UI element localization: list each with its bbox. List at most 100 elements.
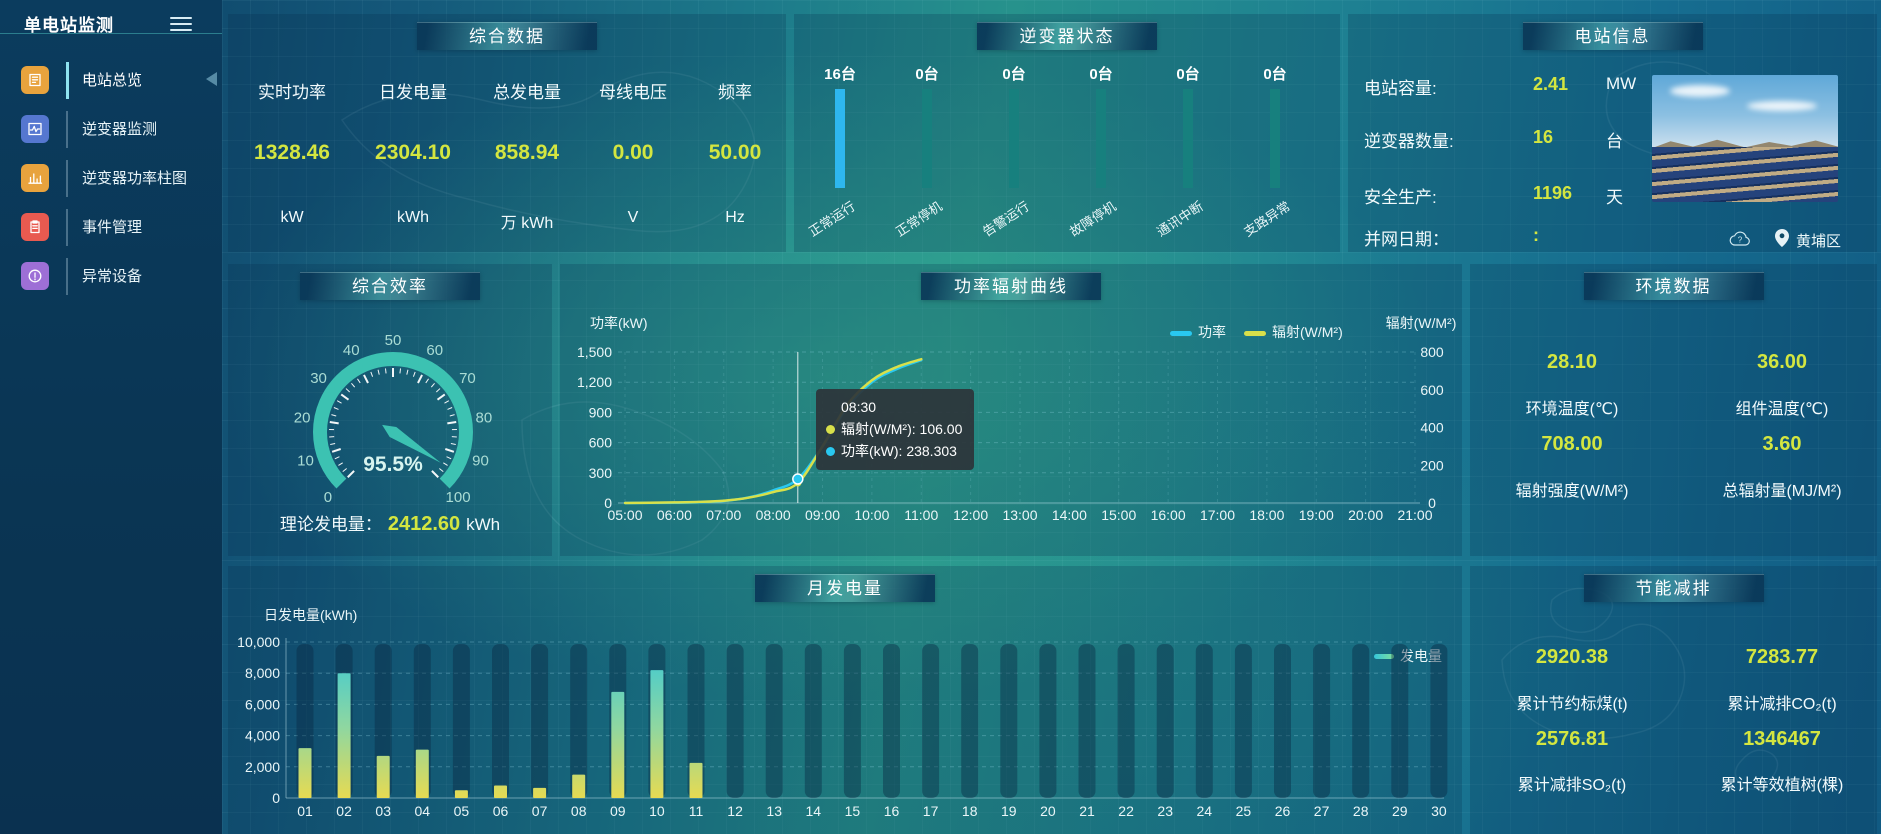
svg-text:23: 23 [1157,803,1173,819]
event-icon [21,213,49,241]
legend-item[interactable]: 辐射(W/M²) [1244,322,1343,342]
metric-label: 实时功率 [258,83,326,102]
svg-text:400: 400 [1420,420,1444,436]
svg-text:1,200: 1,200 [577,374,612,390]
summary-metric: 母线电压 0.00 V [573,14,693,252]
weather-cloud-icon[interactable]: ? [1729,231,1751,252]
sidebar-item-label: 电站总览 [82,72,143,89]
svg-text:11: 11 [689,803,704,819]
svg-text:20:00: 20:00 [1348,507,1383,523]
svg-text:50: 50 [385,332,402,349]
location-pin-icon[interactable] [1775,229,1789,252]
sidebar-collapse-arrow[interactable] [206,72,217,86]
svg-text:03: 03 [375,803,391,819]
menu-toggle-icon[interactable] [170,13,192,35]
sidebar-item-3[interactable]: 逆变器功率柱图 [0,154,222,203]
svg-text:21:00: 21:00 [1397,507,1432,523]
power-radiation-chart: 05:00 06:00 07:00 08:00 09:00 10:00 11:00 12:00… [577,315,1457,523]
svg-text:09:00: 09:00 [805,507,840,523]
theoretical-generation: 理论发电量： 2412.60 kWh [228,510,552,536]
inverter-status-bar [835,89,845,188]
menu-item-indicator [66,62,69,99]
svg-text:30: 30 [1431,803,1447,819]
sidebar-item-label: 异常设备 [82,268,143,285]
panel-title: 综合效率 [300,272,480,300]
svg-text:30: 30 [310,370,327,387]
station-row-value: : [1533,225,1539,245]
svg-text:08:00: 08:00 [756,507,791,523]
stat-value: 36.00 [1756,351,1808,373]
bar-chart-legend[interactable]: 发电量 [1374,646,1442,666]
svg-text:14:00: 14:00 [1052,507,1087,523]
svg-text:18: 18 [962,803,978,819]
legend-item[interactable]: 功率 [1170,322,1226,342]
svg-text:600: 600 [589,435,613,451]
stat-label: 总辐射量(MJ/M²) [1722,483,1842,500]
svg-text:8,000: 8,000 [245,665,280,681]
svg-text:09: 09 [610,803,626,819]
panel-title: 功率辐射曲线 [921,272,1101,300]
svg-text:10: 10 [297,452,314,469]
station-info-row: 电站容量: 2.41 MW [1364,74,1664,99]
svg-text:100: 100 [446,489,471,506]
app-title: 单电站监测 [24,16,114,35]
sidebar-item-5[interactable]: 异常设备 [0,252,222,301]
station-row-unit: 台 [1606,132,1623,151]
metric-value: 50.00 [708,141,762,164]
station-info-row: 安全生产: 1196 天 [1364,183,1664,208]
inverter-count: 0台 [1176,66,1200,83]
svg-text:25: 25 [1236,803,1252,819]
monthly-generation-chart: 0 2,000 4,000 6,000 8,000 10,000 日发电量(kWh) 01 02… [237,607,1448,819]
svg-text:2,000: 2,000 [245,759,280,775]
stat-value: 2576.81 [1535,728,1609,750]
line-chart-legend[interactable]: 功率 辐射(W/M²) [1170,322,1343,342]
svg-text:0: 0 [272,790,280,806]
svg-text:日发电量(kWh): 日发电量(kWh) [264,607,357,623]
legend-swatch [1244,330,1266,336]
stat-label: 累计减排SO₂(t) [1517,777,1627,794]
svg-text:05: 05 [454,803,470,819]
sidebar-item-4[interactable]: 事件管理 [0,203,222,252]
menu-item-indicator [66,258,68,295]
inverter-count: 0台 [1002,66,1026,83]
svg-text:300: 300 [589,465,613,481]
legend-label: 功率 [1198,324,1226,340]
svg-text:13: 13 [766,803,782,819]
svg-text:07:00: 07:00 [706,507,741,523]
stat-value: 3.60 [1762,433,1802,455]
legend-label: 辐射(W/M²) [1272,324,1343,340]
svg-text:15:00: 15:00 [1101,507,1136,523]
panel-title: 月发电量 [755,574,935,602]
panel-energy-saving: 节能减排 2920.38 累计节约标煤(t) 7283.77 累计减排CO₂(t) 25… [1470,566,1877,834]
sidebar-item-2[interactable]: 逆变器监测 [0,105,222,154]
svg-text:200: 200 [1420,457,1444,473]
station-row-value: 1196 [1533,183,1573,203]
svg-text:07: 07 [532,803,548,819]
svg-text:02: 02 [336,803,352,819]
inverter-status-bar [1009,89,1019,188]
metric-label: 母线电压 [599,83,667,102]
svg-text:12: 12 [727,803,743,819]
stat-label: 环境温度(℃) [1525,401,1619,418]
inverter-status-label: 正常停机 [893,198,945,240]
station-location[interactable]: 黄埔区 [1795,233,1841,250]
sidebar-item-label: 逆变器功率柱图 [82,170,188,187]
svg-text:11:00: 11:00 [904,507,938,523]
svg-text:21: 21 [1079,803,1095,819]
svg-text:60: 60 [426,342,443,359]
panel-summary-data: 综合数据 实时功率 1328.46 kW 日发电量 2304.10 kWh 总发电量 858.… [228,14,786,252]
panel-title: 综合数据 [417,22,597,50]
sidebar-item-1[interactable]: 电站总览 [0,56,222,105]
svg-text:05:00: 05:00 [607,507,642,523]
svg-text:14: 14 [806,803,822,819]
metric-label: 总发电量 [493,83,561,102]
station-footer: ? 黄埔区 [1348,229,1861,251]
svg-text:辐射(W/M²): 辐射(W/M²) [1386,315,1457,331]
svg-text:16:00: 16:00 [1151,507,1186,523]
power-bar-icon [21,164,49,192]
station-row-value: 2.41 [1533,74,1569,94]
sidebar-item-label: 逆变器监测 [82,121,158,138]
svg-text:600: 600 [1420,382,1444,398]
svg-text:26: 26 [1275,803,1291,819]
station-photo [1652,75,1838,202]
